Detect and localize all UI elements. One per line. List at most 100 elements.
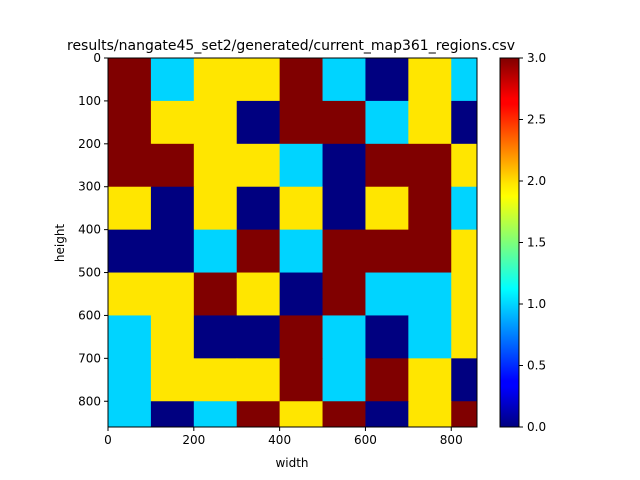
- heatmap-cell: [193, 143, 238, 188]
- y-tick-label: 800: [78, 394, 101, 408]
- heatmap-cell: [408, 186, 452, 231]
- heatmap-cell: [193, 272, 238, 316]
- heatmap-cell: [322, 229, 366, 274]
- heatmap-cell: [322, 272, 366, 316]
- heatmap-cell: [108, 272, 152, 316]
- heatmap-cell: [108, 186, 152, 231]
- heatmap-cell: [451, 358, 477, 402]
- heatmap-cell: [322, 358, 366, 402]
- colorbar: [499, 57, 520, 428]
- heatmap-cell: [451, 100, 477, 145]
- heatmap-cell: [322, 58, 366, 102]
- colorbar-tick-label: 3.0: [527, 51, 546, 65]
- heatmap-cell: [365, 58, 409, 102]
- heatmap-cell: [279, 315, 324, 359]
- heatmap-cell: [108, 315, 152, 359]
- heatmap-cell: [236, 358, 281, 402]
- heatmap-cell: [365, 100, 409, 145]
- y-tick-label: 200: [78, 137, 101, 151]
- heatmap-cell: [236, 100, 281, 145]
- heatmap-cell: [365, 229, 409, 274]
- colorbar-tick-label: 1.0: [527, 297, 546, 311]
- x-tick-label: 600: [354, 433, 377, 447]
- heatmap-cell: [108, 58, 152, 102]
- heatmap-cell: [150, 58, 195, 102]
- x-axis: 0 200 400 600 800: [104, 427, 463, 447]
- colorbar-tick-label: 0.0: [527, 420, 546, 434]
- heatmap-cell: [193, 58, 238, 102]
- heatmap-cell: [236, 143, 281, 188]
- heatmap-cell: [150, 315, 195, 359]
- heatmap-cell: [193, 401, 238, 427]
- heatmap-cell: [408, 229, 452, 274]
- heatmap-cells: [108, 58, 477, 427]
- heatmap-cell: [279, 100, 324, 145]
- heatmap-cell: [322, 401, 366, 427]
- heatmap-cell: [150, 401, 195, 427]
- y-axis: 0 100 200 300 400 500 600 700 800: [78, 51, 108, 408]
- y-tick-label: 300: [78, 180, 101, 194]
- heatmap-cell: [150, 143, 195, 188]
- x-axis-label: width: [275, 456, 308, 470]
- heatmap-cell: [408, 143, 452, 188]
- heatmap-cell: [279, 401, 324, 427]
- heatmap-cell: [193, 186, 238, 231]
- chart-title: results/nangate45_set2/generated/current…: [67, 38, 515, 54]
- heatmap-cell: [108, 358, 152, 402]
- heatmap-cell: [279, 58, 324, 102]
- heatmap-cell: [193, 100, 238, 145]
- heatmap-cell: [279, 358, 324, 402]
- heatmap-cell: [108, 229, 152, 274]
- x-tick-label: 0: [104, 433, 112, 447]
- heatmap-cell: [365, 358, 409, 402]
- y-tick-label: 500: [78, 266, 101, 280]
- colorbar-tick-label: 2.5: [527, 113, 546, 127]
- heatmap-cell: [451, 229, 477, 274]
- heatmap-cell: [408, 315, 452, 359]
- heatmap-cell: [451, 186, 477, 231]
- y-tick-label: 0: [93, 51, 101, 65]
- heatmap-cell: [236, 315, 281, 359]
- heatmap-cell: [365, 186, 409, 231]
- heatmap-cell: [108, 401, 152, 427]
- heatmap-cell: [408, 100, 452, 145]
- heatmap-cell: [236, 272, 281, 316]
- heatmap-cell: [408, 272, 452, 316]
- heatmap-cell: [322, 100, 366, 145]
- heatmap-cell: [365, 401, 409, 427]
- heatmap-cell: [150, 100, 195, 145]
- heatmap-cell: [150, 229, 195, 274]
- heatmap-cell: [236, 401, 281, 427]
- heatmap-cell: [451, 315, 477, 359]
- heatmap-cell: [236, 229, 281, 274]
- heatmap-cell: [108, 143, 152, 188]
- heatmap-cell: [408, 358, 452, 402]
- colorbar-tick-label: 0.5: [527, 359, 546, 373]
- heatmap-cell: [365, 143, 409, 188]
- heatmap-cell: [150, 272, 195, 316]
- y-tick-label: 600: [78, 308, 101, 322]
- heatmap-cell: [108, 100, 152, 145]
- heatmap-cell: [322, 186, 366, 231]
- heatmap-cell: [279, 186, 324, 231]
- plot-frame: [107, 57, 478, 428]
- heatmap-cell: [279, 272, 324, 316]
- heatmap-cell: [451, 272, 477, 316]
- heatmap-cell: [279, 143, 324, 188]
- heatmap-cell: [451, 143, 477, 188]
- y-tick-label: 100: [78, 94, 101, 108]
- heatmap-cell: [150, 358, 195, 402]
- heatmap-cell: [365, 315, 409, 359]
- y-tick-label: 700: [78, 351, 101, 365]
- colorbar-tick-label: 1.5: [527, 236, 546, 250]
- y-axis-label: height: [53, 224, 67, 263]
- colorbar-ticks: 0.0 0.5 1.0 1.5 2.0 2.5 3.0: [519, 51, 546, 434]
- heatmap-cell: [365, 272, 409, 316]
- heatmap-cell: [150, 186, 195, 231]
- heatmap-cell: [408, 401, 452, 427]
- heatmap-cell: [236, 58, 281, 102]
- heatmap-cell: [451, 58, 477, 102]
- heatmap-cell: [451, 401, 477, 427]
- heatmap-cell: [193, 315, 238, 359]
